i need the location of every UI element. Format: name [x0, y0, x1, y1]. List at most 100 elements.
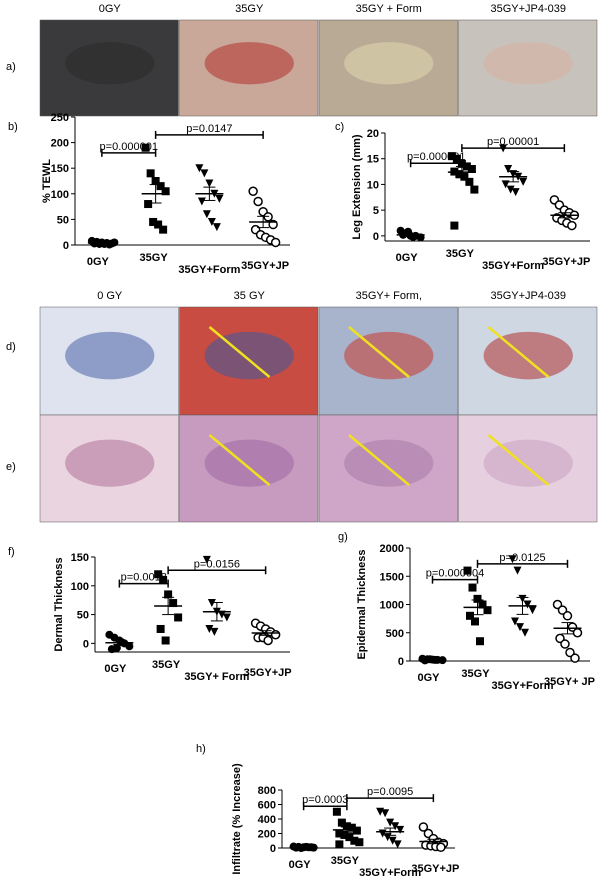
arrow: [487, 434, 550, 486]
photo-caption: 35 GY: [234, 290, 266, 302]
y-tick-label: 50: [57, 214, 69, 226]
data-point: [467, 165, 476, 173]
data-point: [396, 825, 405, 834]
photo-detail: [204, 331, 294, 380]
data-point: [335, 840, 344, 849]
data-point: [478, 600, 487, 609]
panel-label: c): [335, 121, 344, 133]
y-axis-label: Leg Extension (mm): [351, 134, 363, 239]
data-point: [222, 613, 231, 622]
data-point: [381, 809, 390, 818]
data-point: [144, 200, 153, 209]
y-tick-label: 100: [51, 189, 69, 201]
data-point: [516, 623, 524, 632]
data-point: [197, 197, 206, 206]
x-tick-label: 0GY: [417, 672, 440, 684]
x-tick-label: 35GY+Form: [359, 867, 421, 879]
photo-detail: [204, 42, 294, 85]
data-point: [159, 225, 168, 234]
data-point: [205, 624, 214, 633]
photo-detail: [65, 42, 155, 85]
x-tick-label: 35GY+Form: [482, 260, 544, 272]
y-tick-label: 500: [386, 628, 404, 640]
data-point: [471, 617, 479, 626]
error-bar: [203, 186, 216, 201]
y-axis-label: % TEWL: [41, 159, 53, 203]
data-point: [125, 642, 134, 651]
data-point: [562, 611, 573, 621]
data-point: [468, 583, 477, 592]
data-point: [207, 217, 216, 226]
data-point: [156, 182, 165, 191]
data-point: [476, 637, 484, 646]
error-bar: [507, 171, 520, 183]
data-point: [335, 829, 344, 838]
error-bar: [561, 622, 574, 635]
x-tick-label: 0GY: [104, 663, 127, 675]
data-point: [342, 822, 351, 831]
x-tick-label: 35GY+ JP: [544, 676, 595, 688]
p-value: p=0.0147: [186, 123, 232, 135]
data-point: [200, 169, 209, 178]
p-value: p=0.000001: [407, 151, 465, 163]
data-point: [146, 169, 155, 178]
data-point: [161, 636, 170, 645]
photo-detail: [483, 331, 573, 380]
data-point: [521, 628, 529, 637]
error-bar: [558, 212, 571, 219]
data-point: [112, 643, 121, 652]
data-point: [436, 842, 446, 853]
p-value: p=0.000001: [100, 141, 158, 153]
data-point: [519, 177, 528, 186]
panel-label: b): [8, 121, 18, 133]
arrow: [208, 434, 271, 486]
x-tick-label: 35GY+JP: [241, 260, 289, 272]
error-bar: [404, 233, 417, 237]
data-point: [447, 152, 456, 161]
x-tick-label: 35GY+Form: [178, 264, 240, 276]
data-point: [470, 185, 479, 194]
p-value: p=0.0156: [194, 558, 240, 570]
data-point: [567, 220, 577, 231]
arrow: [348, 434, 410, 486]
p-value: p=0.000004: [426, 568, 484, 580]
data-point: [337, 818, 346, 827]
data-point: [483, 606, 492, 615]
error-bar: [162, 596, 175, 616]
data-point: [452, 154, 461, 163]
error-bar: [340, 826, 353, 834]
y-tick-label: 0: [270, 843, 276, 855]
data-point: [159, 576, 168, 585]
p-value: p=0.0018: [121, 572, 167, 584]
x-tick-label: 35GY+JP: [411, 863, 459, 875]
y-tick-label: 0: [83, 638, 89, 650]
x-tick-label: 35GY+ Form: [184, 671, 249, 683]
data-point: [345, 833, 354, 842]
data-point: [151, 177, 160, 185]
y-tick-label: 800: [258, 785, 276, 797]
data-point: [169, 599, 178, 608]
x-tick-label: 35GY+JP: [244, 667, 292, 679]
error-bar: [95, 241, 108, 244]
error-bar: [257, 215, 270, 229]
photo-detail: [344, 331, 434, 380]
y-tick-label: 10: [367, 179, 379, 191]
data-point: [504, 165, 513, 173]
photo-detail: [65, 439, 155, 487]
photo-detail: [65, 331, 155, 380]
data-point: [156, 624, 165, 633]
arrow: [487, 326, 550, 378]
y-tick-label: 200: [258, 829, 276, 841]
data-point: [212, 223, 221, 232]
x-tick-label: 35GY+JP: [542, 256, 590, 268]
data-point: [161, 187, 170, 196]
photo-detail: [204, 439, 294, 487]
x-tick-label: 35GY: [152, 659, 181, 671]
data-point: [248, 186, 258, 196]
data-point: [465, 177, 474, 186]
data-point: [473, 594, 482, 603]
data-point: [466, 611, 474, 620]
panel-label: h): [196, 743, 206, 755]
data-point: [388, 836, 397, 845]
